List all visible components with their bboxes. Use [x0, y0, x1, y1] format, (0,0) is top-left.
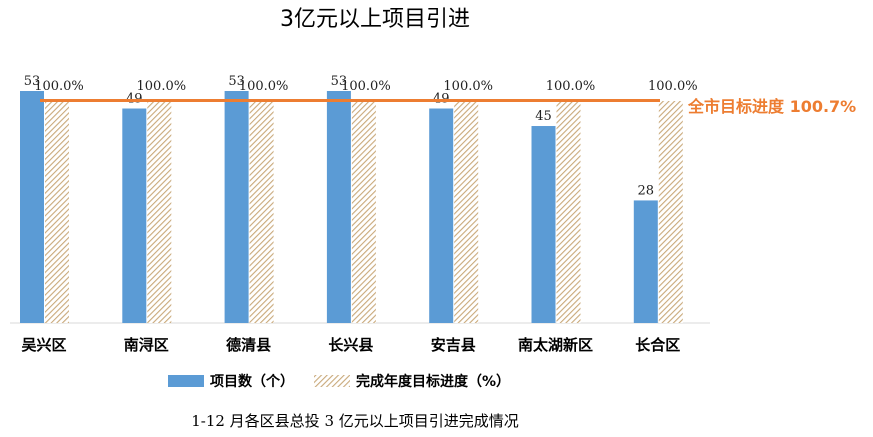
bar-progress: [454, 101, 479, 323]
bar-progress: [147, 101, 172, 323]
category-label: 德清县: [226, 336, 271, 354]
data-label-progress: 100.0%: [341, 79, 391, 94]
legend-label-progress: 完成年度目标进度（%）: [356, 373, 510, 390]
bar-projects: [326, 91, 351, 323]
bar-progress: [658, 101, 683, 323]
bar-projects: [224, 91, 249, 323]
data-label-projects: 53: [228, 74, 245, 89]
category-label: 安吉县: [431, 336, 476, 354]
chart-title: 3亿元以上项目引进: [280, 7, 470, 32]
category-label: 吴兴区: [21, 336, 66, 354]
data-label-progress: 100.0%: [546, 79, 596, 94]
data-label-projects: 53: [24, 74, 41, 89]
bar-progress: [45, 101, 69, 323]
bar-progress: [556, 101, 581, 323]
bar-projects: [20, 91, 44, 323]
data-label-progress: 100.0%: [34, 79, 84, 94]
category-label: 南浔区: [124, 336, 169, 354]
bar-projects: [122, 108, 147, 324]
category-label: 长兴县: [328, 336, 373, 354]
data-label-progress: 100.0%: [648, 79, 698, 94]
bar-projects: [633, 200, 658, 323]
data-label-projects: 28: [638, 183, 655, 198]
data-label-progress: 100.0%: [443, 79, 493, 94]
category-label: 长合区: [635, 336, 680, 354]
bar-progress: [351, 101, 376, 323]
bar-projects: [429, 108, 454, 324]
legend-swatch-progress: [314, 375, 350, 387]
reference-line-label: 全市目标进度 100.7%: [687, 97, 856, 116]
legend-swatch-projects: [168, 375, 204, 387]
bar-progress: [249, 101, 274, 323]
data-label-progress: 100.0%: [239, 79, 289, 94]
bar-projects: [531, 126, 556, 324]
legend-label-projects: 项目数（个）: [210, 373, 294, 390]
category-label: 南太湖新区: [518, 336, 593, 354]
data-label-projects: 45: [535, 109, 552, 124]
data-label-projects: 53: [331, 74, 348, 89]
legend: 项目数（个） 完成年度目标进度（%）: [168, 373, 510, 390]
data-label-progress: 100.0%: [137, 79, 187, 94]
chart-caption: 1-12 月各区县总投 3 亿元以上项目引进完成情况: [191, 412, 519, 430]
